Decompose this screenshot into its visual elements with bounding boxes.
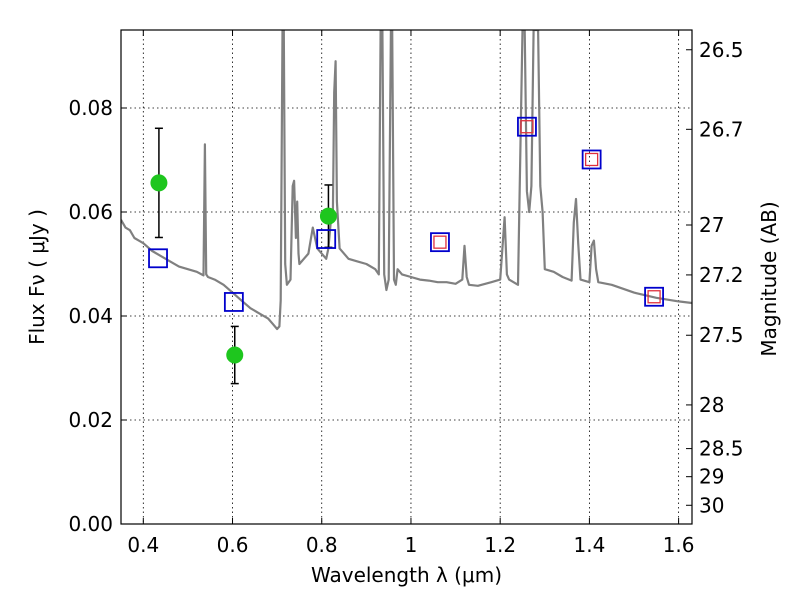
- mag-tick-label: 30: [699, 493, 724, 517]
- spectrum-line: [121, 30, 692, 331]
- x-tick-label: 1: [405, 533, 418, 557]
- plot-series: [121, 30, 692, 385]
- mag-tick-label: 27.2: [699, 263, 744, 287]
- model-point: [517, 116, 537, 137]
- model-point: [430, 232, 450, 253]
- y-tick-label: 0.06: [68, 200, 113, 224]
- mag-tick-label: 26.5: [699, 38, 744, 62]
- x-tick-label: 0.6: [217, 533, 249, 557]
- y-tick-label: 0.08: [68, 96, 113, 120]
- model-point-inner: [520, 120, 534, 134]
- y-tick-label: 0.04: [68, 304, 113, 328]
- y-tick-label: 0.02: [68, 408, 113, 432]
- grid-lines: [121, 30, 692, 525]
- model-point: [148, 248, 168, 269]
- y-tick-label: 0.00: [68, 512, 113, 536]
- mag-tick-label: 28: [699, 393, 724, 417]
- clipped-series: [121, 30, 692, 331]
- x-tick-label: 0.8: [306, 533, 338, 557]
- x-tick-label: 1.4: [573, 533, 605, 557]
- observed-point: [319, 207, 337, 225]
- observed-point: [226, 346, 244, 364]
- x-axis-label: Wavelength λ (μm): [311, 563, 502, 587]
- x-tick-label: 1.2: [484, 533, 516, 557]
- model-point: [644, 286, 664, 307]
- y2-axis-label: Magnitude (AB): [757, 201, 781, 356]
- model-point: [223, 292, 244, 312]
- plot-frame: [120, 29, 693, 525]
- mag-tick-label: 26.7: [699, 117, 744, 141]
- x-tick-label: 0.4: [127, 533, 159, 557]
- observed-point: [150, 174, 168, 192]
- mag-tick-label: 27.5: [699, 323, 744, 347]
- mag-tick-label: 27: [699, 213, 724, 237]
- y-axis-label: Flux Fν ( μJy ): [25, 209, 49, 345]
- mag-tick-label: 28.5: [699, 437, 744, 461]
- mag-tick-label: 29: [699, 465, 724, 489]
- axes: 0.4 0.6 0.8 1 1.2 1.4 1.6 0.00 0.02 0.04 0.06 0.08 2…: [68, 30, 744, 557]
- model-point: [316, 229, 337, 249]
- x-tick-label: 1.6: [663, 533, 695, 557]
- model-point-inner: [584, 152, 599, 167]
- model-point-inner: [647, 290, 661, 304]
- model-point-inner: [433, 235, 447, 249]
- model-point: [581, 149, 602, 170]
